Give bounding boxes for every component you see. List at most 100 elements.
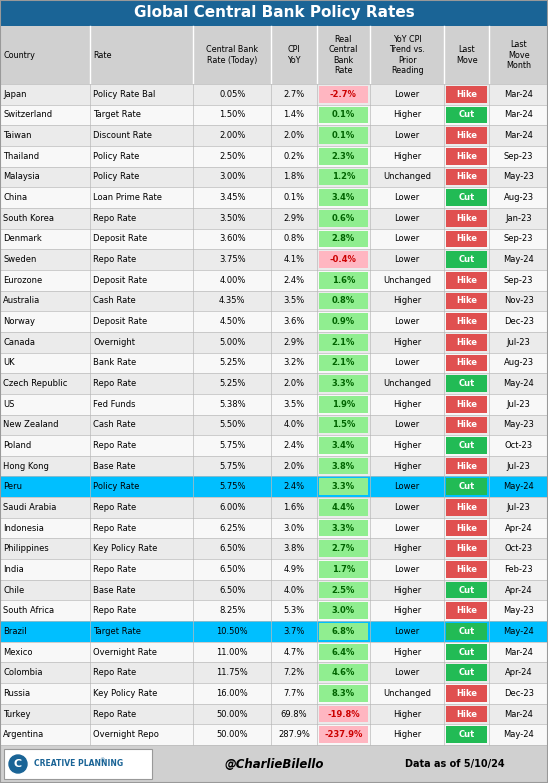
- Bar: [446, 128, 487, 144]
- Text: 3.2%: 3.2%: [283, 359, 305, 367]
- Text: 6.25%: 6.25%: [219, 524, 246, 532]
- Text: YoY CPI
Trend vs.
Prior
Reading: YoY CPI Trend vs. Prior Reading: [389, 35, 425, 75]
- Bar: [0, 311, 548, 332]
- Text: Dec-23: Dec-23: [504, 689, 534, 698]
- Text: New Zealand: New Zealand: [3, 420, 59, 429]
- Text: Mar-24: Mar-24: [504, 709, 533, 719]
- Bar: [0, 539, 548, 559]
- Text: 4.50%: 4.50%: [219, 317, 246, 326]
- Bar: [319, 86, 368, 103]
- Text: Higher: Higher: [393, 731, 421, 739]
- Text: Hike: Hike: [456, 524, 477, 532]
- Text: Chile: Chile: [3, 586, 24, 594]
- Text: 5.75%: 5.75%: [219, 482, 246, 491]
- Text: Higher: Higher: [393, 586, 421, 594]
- Text: Cut: Cut: [459, 193, 475, 202]
- Bar: [446, 396, 487, 413]
- Bar: [446, 705, 487, 723]
- Bar: [446, 458, 487, 474]
- Bar: [0, 579, 548, 601]
- Text: Bank Rate: Bank Rate: [94, 359, 137, 367]
- Text: 4.7%: 4.7%: [283, 648, 305, 657]
- Bar: [446, 355, 487, 371]
- Text: 4.9%: 4.9%: [283, 565, 305, 574]
- Bar: [319, 231, 368, 247]
- Text: 0.05%: 0.05%: [219, 90, 246, 99]
- Text: May-23: May-23: [503, 172, 534, 182]
- Text: 3.5%: 3.5%: [283, 297, 305, 305]
- Bar: [0, 435, 548, 456]
- Text: South Korea: South Korea: [3, 214, 54, 223]
- Text: Canada: Canada: [3, 337, 35, 347]
- Bar: [0, 497, 548, 518]
- Text: 0.9%: 0.9%: [332, 317, 355, 326]
- Text: Poland: Poland: [3, 441, 31, 450]
- Text: 8.25%: 8.25%: [219, 606, 246, 615]
- Text: Aug-23: Aug-23: [504, 193, 534, 202]
- Text: 2.7%: 2.7%: [283, 90, 305, 99]
- Text: 5.50%: 5.50%: [219, 420, 246, 429]
- Text: Hike: Hike: [456, 90, 477, 99]
- Bar: [446, 251, 487, 268]
- Text: 4.1%: 4.1%: [283, 255, 305, 264]
- Text: Indonesia: Indonesia: [3, 524, 44, 532]
- Text: Repo Rate: Repo Rate: [94, 709, 137, 719]
- Text: Cut: Cut: [459, 482, 475, 491]
- Text: Jul-23: Jul-23: [507, 503, 530, 512]
- Bar: [446, 189, 487, 206]
- Text: Malaysia: Malaysia: [3, 172, 40, 182]
- Text: 5.75%: 5.75%: [219, 441, 246, 450]
- Text: Hike: Hike: [456, 544, 477, 554]
- Bar: [446, 602, 487, 619]
- Text: Hike: Hike: [456, 689, 477, 698]
- Bar: [319, 148, 368, 164]
- Text: 7.7%: 7.7%: [283, 689, 305, 698]
- Text: Higher: Higher: [393, 337, 421, 347]
- Bar: [319, 128, 368, 144]
- Text: Higher: Higher: [393, 152, 421, 161]
- Text: Base Rate: Base Rate: [94, 462, 136, 471]
- Text: India: India: [3, 565, 24, 574]
- Text: Repo Rate: Repo Rate: [94, 379, 137, 388]
- Text: Higher: Higher: [393, 399, 421, 409]
- Text: 2.1%: 2.1%: [332, 337, 355, 347]
- Bar: [319, 293, 368, 309]
- Bar: [0, 642, 548, 662]
- Bar: [319, 313, 368, 330]
- Text: 6.4%: 6.4%: [332, 648, 355, 657]
- Bar: [0, 125, 548, 146]
- Text: Oct-23: Oct-23: [505, 441, 533, 450]
- Text: 3.8%: 3.8%: [332, 462, 355, 471]
- Text: Hike: Hike: [456, 172, 477, 182]
- Bar: [319, 168, 368, 186]
- Bar: [319, 458, 368, 474]
- Text: Norway: Norway: [3, 317, 35, 326]
- Text: Russia: Russia: [3, 689, 30, 698]
- Bar: [319, 417, 368, 433]
- Text: 4.4%: 4.4%: [332, 503, 355, 512]
- Text: Lower: Lower: [395, 255, 420, 264]
- Text: Mar-24: Mar-24: [504, 648, 533, 657]
- Bar: [319, 623, 368, 640]
- Bar: [446, 313, 487, 330]
- Text: 5.38%: 5.38%: [219, 399, 246, 409]
- Text: 2.9%: 2.9%: [283, 337, 305, 347]
- Bar: [446, 644, 487, 660]
- Bar: [319, 499, 368, 516]
- Text: 0.1%: 0.1%: [283, 193, 305, 202]
- Text: Key Policy Rate: Key Policy Rate: [94, 689, 158, 698]
- Text: Switzerland: Switzerland: [3, 110, 52, 120]
- Text: Cut: Cut: [459, 586, 475, 594]
- Bar: [0, 745, 548, 783]
- Text: 4.0%: 4.0%: [283, 420, 305, 429]
- Bar: [319, 664, 368, 681]
- Text: Jul-23: Jul-23: [507, 337, 530, 347]
- Text: May-24: May-24: [503, 255, 534, 264]
- Text: 7.2%: 7.2%: [283, 668, 305, 677]
- Text: Lower: Lower: [395, 420, 420, 429]
- Bar: [319, 478, 368, 495]
- Text: 2.1%: 2.1%: [332, 359, 355, 367]
- Bar: [446, 293, 487, 309]
- Text: Cut: Cut: [459, 255, 475, 264]
- Text: Fed Funds: Fed Funds: [94, 399, 136, 409]
